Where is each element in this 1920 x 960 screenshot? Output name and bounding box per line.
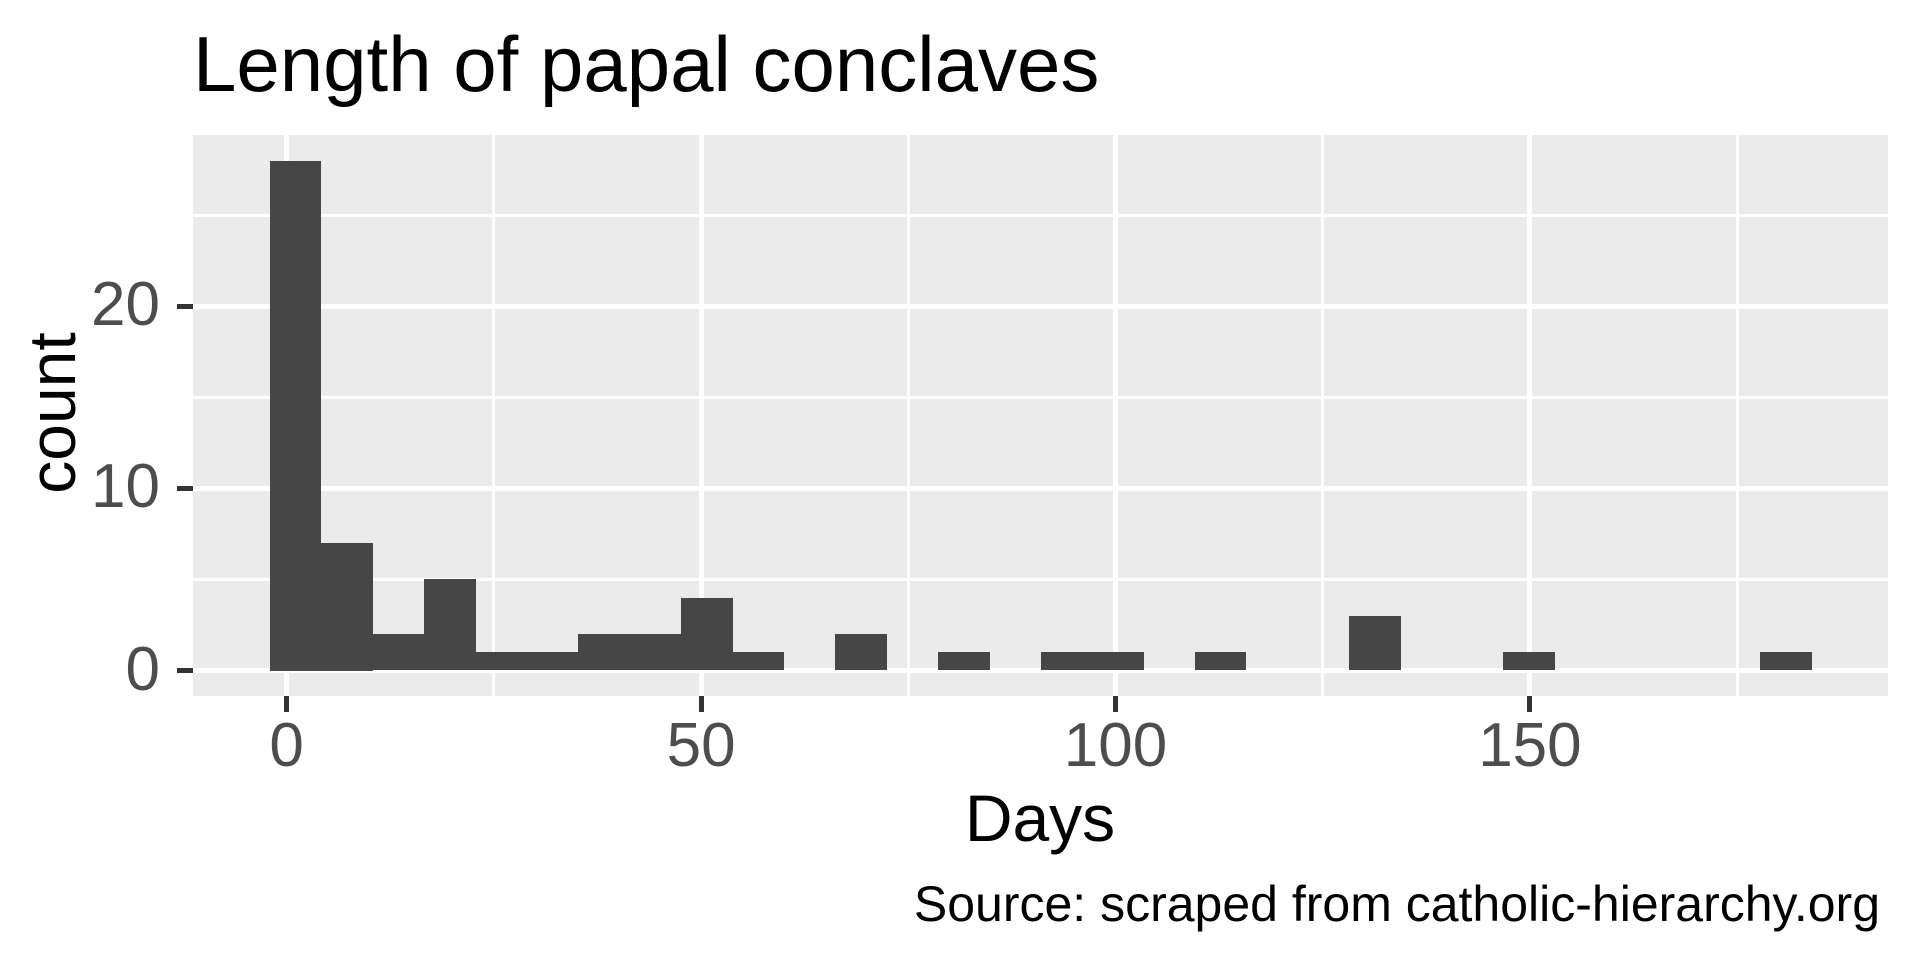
y-tick-mark	[177, 668, 193, 673]
x-tick-mark	[1527, 696, 1533, 712]
histogram-bar	[835, 634, 887, 671]
x-tick-label: 100	[1063, 711, 1168, 780]
y-tick-mark	[177, 485, 193, 491]
histogram-bar	[1040, 652, 1093, 671]
gridline-minor-x	[1321, 135, 1325, 696]
plot-title: Length of papal conclaves	[193, 20, 1100, 108]
gridline-major-y	[193, 485, 1888, 491]
gridline-major-x	[1527, 135, 1533, 696]
y-tick-mark	[177, 303, 193, 309]
plot-caption: Source: scraped from catholic-hierarchy.…	[913, 876, 1880, 932]
y-axis-title: count	[15, 332, 89, 494]
histogram-bar	[475, 652, 527, 671]
histogram-bar	[732, 652, 784, 671]
x-tick-mark	[1113, 696, 1118, 712]
gridline-minor-y	[193, 213, 1888, 217]
histogram-bar	[1349, 615, 1401, 671]
gridline-major-y	[193, 303, 1888, 309]
gridline-minor-y	[193, 395, 1888, 399]
histogram-bar	[578, 634, 630, 671]
x-axis-title: Days	[964, 781, 1116, 855]
histogram-bar	[938, 652, 990, 671]
histogram-bar	[629, 634, 682, 671]
y-tick-label: 0	[125, 634, 160, 704]
x-tick-label: 0	[269, 711, 304, 780]
plot-panel	[193, 135, 1888, 696]
histogram-bar	[424, 579, 476, 671]
histogram-bar	[1503, 652, 1555, 671]
histogram-bar	[321, 543, 373, 671]
gridline-major-x	[698, 135, 704, 696]
histogram-bar	[270, 160, 322, 671]
gridline-minor-x	[492, 135, 496, 696]
x-tick-mark	[284, 696, 290, 712]
gridline-major-x	[1113, 135, 1118, 696]
x-tick-label: 150	[1478, 711, 1582, 780]
gridline-major-y	[193, 668, 1888, 673]
histogram-bar	[527, 652, 579, 671]
histogram-bar	[681, 597, 733, 671]
y-tick-label: 20	[91, 270, 160, 340]
gridline-minor-x	[906, 135, 910, 696]
histogram-bar	[1092, 652, 1144, 671]
gridline-minor-x	[1735, 135, 1739, 696]
histogram-bar	[1195, 652, 1247, 671]
x-tick-mark	[698, 696, 704, 712]
x-tick-label: 50	[666, 711, 736, 780]
histogram-bar	[1760, 652, 1812, 671]
gridline-minor-y	[193, 577, 1888, 581]
histogram-bar	[372, 634, 425, 671]
